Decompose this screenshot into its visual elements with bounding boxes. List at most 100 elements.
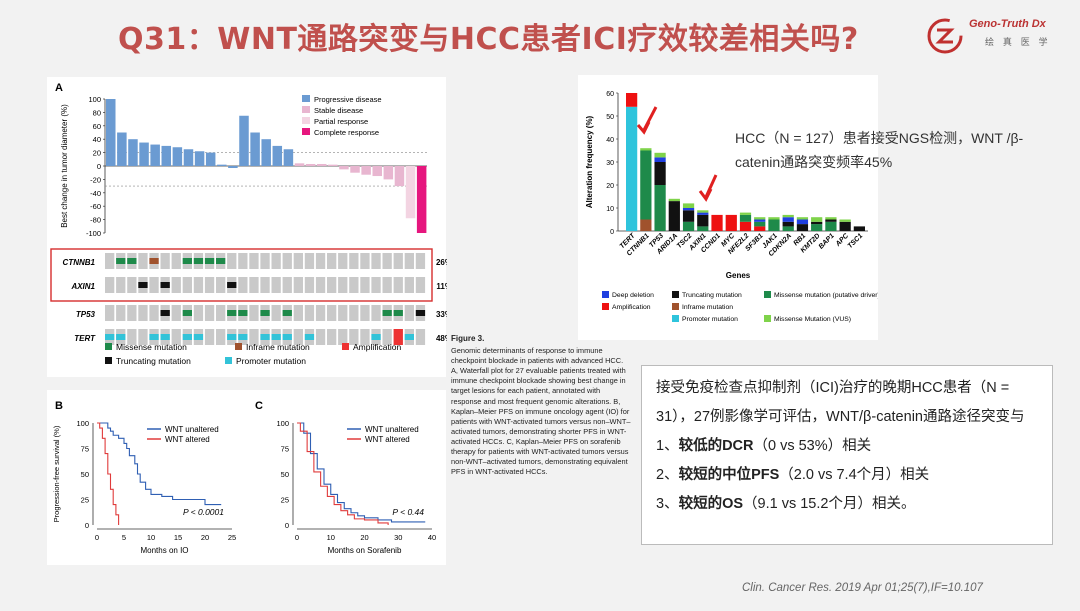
oncoprint-cell — [304, 305, 315, 321]
y-tick-label: 0 — [85, 521, 89, 530]
oncoprint-cell — [371, 305, 381, 321]
legend-label: Promoter mutation — [682, 316, 738, 323]
legend-label: Missense mutation — [116, 342, 187, 352]
waterfall-bar — [205, 152, 216, 166]
oncoprint-cell — [327, 253, 337, 269]
gene-label: TERT — [74, 334, 96, 343]
legend-label: Missense mutation (putative driver) — [774, 292, 878, 299]
x-tick-label: 40 — [428, 533, 436, 542]
oncoprint-cell — [338, 329, 348, 345]
waterfall-bar — [239, 115, 249, 166]
p-value: P < 0.0001 — [183, 507, 224, 517]
panel-label: C — [255, 400, 263, 412]
stacked-bar-segment — [782, 217, 794, 222]
legend-label: Partial response — [314, 117, 368, 126]
legend-swatch — [602, 303, 609, 310]
oncoprint-cell — [315, 305, 326, 321]
oncoprint-cell — [360, 329, 370, 345]
stacked-bar-segment — [811, 224, 823, 231]
legend-label: Progressive disease — [314, 95, 382, 104]
x-tick-label: 0 — [95, 533, 99, 542]
y-tick-label: 50 — [81, 470, 89, 479]
oncoprint-cell — [304, 253, 315, 269]
legend-label: Truncating mutation — [682, 292, 742, 299]
summary-item-bold: 较低的DCR — [678, 438, 754, 454]
stacked-bar-segment — [754, 217, 766, 220]
legend-label: Inframe mutation — [682, 304, 733, 311]
y-tick-label: 20 — [606, 183, 614, 190]
oncoprint-cell — [105, 277, 115, 293]
oncoprint-alteration — [216, 258, 226, 264]
waterfall-bar — [372, 166, 382, 177]
stacked-bar-segment — [739, 221, 752, 231]
logo-subtitle: 绘 真 医 学 — [985, 38, 1051, 48]
oncoprint-cell — [360, 253, 370, 269]
x-tick-label: BAP1 — [818, 232, 836, 250]
oncoprint-cell — [249, 305, 259, 321]
waterfall-bar — [106, 99, 116, 166]
waterfall-bar — [161, 145, 172, 166]
x-axis-label: Months on IO — [140, 546, 188, 555]
oncoprint-cell — [249, 253, 259, 269]
y-tick-label: 100 — [88, 95, 101, 104]
stacked-bar-segment — [796, 224, 809, 231]
oncoprint-cell — [238, 277, 248, 293]
x-tick-label: 30 — [394, 533, 402, 542]
waterfall-bar — [183, 149, 194, 166]
logo: Geno-Truth Dx 绘 真 医 学 — [925, 16, 1065, 56]
legend-label: Stable disease — [314, 106, 363, 115]
oncoprint-alteration — [238, 334, 248, 340]
stacked-bar-segment — [654, 152, 666, 158]
summary-item-bold: 较短的OS — [678, 496, 744, 512]
waterfall-bar — [305, 163, 316, 166]
oncoprint-cell — [315, 329, 326, 345]
oncoprint-cell — [216, 329, 226, 345]
oncoprint-cell — [304, 277, 315, 293]
summary-item-number: 1、 — [656, 438, 679, 454]
p-value: P < 0.44 — [392, 507, 424, 517]
legend-swatch — [235, 343, 242, 350]
oncoprint-alteration — [149, 334, 159, 340]
oncoprint-cell — [171, 277, 181, 293]
stacked-bar-segment — [825, 219, 837, 222]
oncoprint-alteration — [282, 334, 292, 340]
x-tick-label: 5 — [122, 533, 126, 542]
oncoprint-alteration — [227, 282, 237, 288]
x-axis-label: Months on Sorafenib — [328, 546, 402, 555]
oncoprint-cell — [327, 305, 337, 321]
oncoprint-cell — [382, 329, 392, 345]
stacked-bar-segment — [782, 214, 794, 218]
waterfall-bar — [316, 163, 327, 166]
y-tick-label: 50 — [606, 114, 614, 121]
legend-swatch — [105, 343, 112, 350]
figure-caption: Figure 3. Genomic determinants of respon… — [451, 334, 631, 477]
y-tick-label: 0 — [97, 162, 101, 171]
oncoprint-cell — [171, 329, 181, 345]
km-curve — [297, 422, 426, 523]
stacked-bar-segment — [654, 185, 666, 231]
waterfall-bar — [394, 166, 405, 187]
x-tick-label: 0 — [295, 533, 299, 542]
waterfall-bar — [405, 166, 416, 219]
oncoprint-cell — [282, 253, 292, 269]
oncoprint-cell — [149, 277, 159, 293]
legend-label: Amplification — [612, 304, 651, 311]
stacked-bar-segment — [682, 221, 695, 231]
legend-label: Truncating mutation — [116, 356, 191, 366]
stacked-bar-segment — [668, 198, 680, 202]
waterfall-bar — [294, 163, 305, 166]
stacked-bar-segment — [782, 221, 794, 227]
oncoprint-cell — [204, 329, 215, 345]
waterfall-bar — [350, 166, 360, 173]
oncoprint-cell — [138, 253, 148, 269]
stacked-bar-segment — [754, 221, 766, 227]
oncoprint-alteration — [160, 282, 170, 288]
oncoprint-cell — [271, 277, 281, 293]
oncoprint-cell — [227, 253, 237, 269]
stacked-bar-segment — [711, 214, 723, 231]
waterfall-bar — [128, 139, 138, 166]
stacked-bar-segment — [739, 212, 752, 215]
legend-swatch — [672, 303, 679, 310]
km-chart-io: B 0 25 50 75 100 0 5 10 15 20 25 Months on IO Progres… — [52, 400, 236, 555]
y-tick-label: 40 — [93, 135, 101, 144]
